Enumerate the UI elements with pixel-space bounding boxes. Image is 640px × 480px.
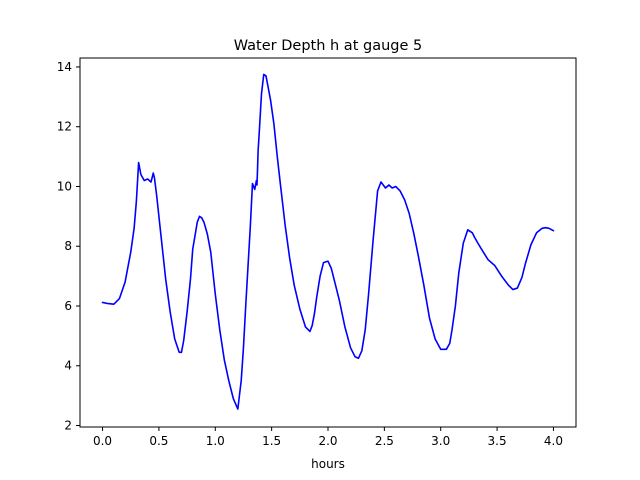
x-tick-label: 2.0 <box>318 434 337 448</box>
x-axis-ticks: 0.0 0.5 1.0 1.5 2.0 2.5 3.0 3.5 4.0 <box>93 427 563 448</box>
y-tick-label: 2 <box>64 419 72 433</box>
y-tick-label: 4 <box>64 359 72 373</box>
series-group <box>101 73 555 410</box>
series-line-water-depth <box>101 73 555 410</box>
x-tick-label: 1.5 <box>262 434 281 448</box>
plot-area: 0.0 0.5 1.0 1.5 2.0 2.5 3.0 3.5 4.0 2 4 6 8 10 12 14 <box>57 57 577 448</box>
y-tick-label: 12 <box>57 120 72 134</box>
chart-title: Water Depth h at gauge 5 <box>234 38 422 54</box>
x-tick-label: 1.0 <box>206 434 225 448</box>
x-tick-label: 0.0 <box>93 434 112 448</box>
x-axis-label: hours <box>311 457 345 471</box>
x-tick-label: 3.0 <box>431 434 450 448</box>
y-tick-label: 8 <box>64 239 72 253</box>
plot-background <box>80 58 576 427</box>
y-tick-label: 14 <box>57 60 72 74</box>
y-tick-label: 10 <box>57 179 72 193</box>
y-tick-label: 6 <box>64 299 72 313</box>
x-tick-label: 4.0 <box>544 434 563 448</box>
x-tick-label: 3.5 <box>488 434 507 448</box>
x-tick-label: 0.5 <box>149 434 168 448</box>
axes-frame <box>79 57 577 428</box>
y-axis-ticks: 2 4 6 8 10 12 14 <box>57 60 80 433</box>
x-tick-label: 2.5 <box>375 434 394 448</box>
